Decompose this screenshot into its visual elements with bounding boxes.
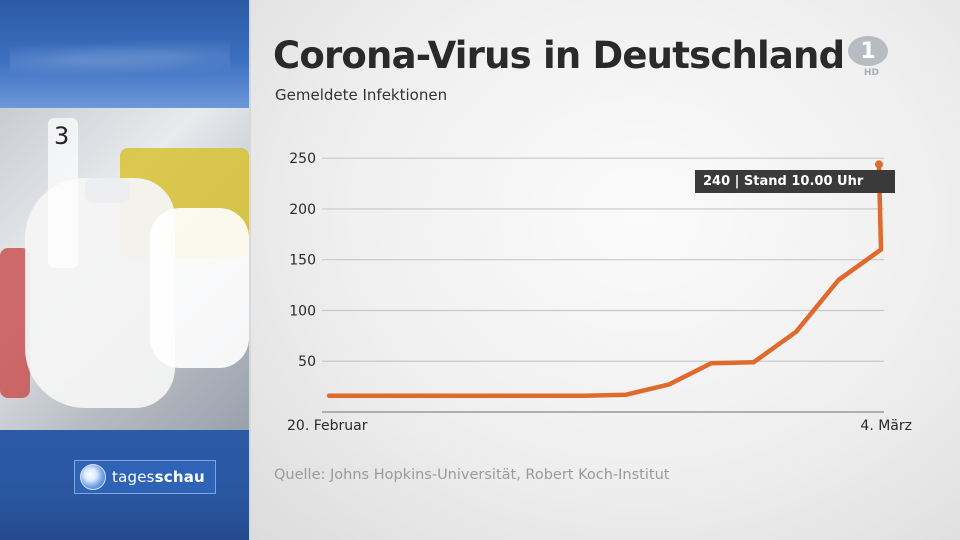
x-tick-label-start: 20. Februar — [287, 418, 368, 434]
hd-label: HD — [864, 68, 880, 78]
logo-text-light: tages — [112, 468, 155, 486]
y-tick-label-50: 50 — [298, 354, 316, 370]
chart-subtitle: Gemeldete Infektionen — [275, 86, 448, 104]
logo-text-bold: schau — [154, 468, 205, 486]
y-tick-label-150: 150 — [289, 253, 316, 269]
series-line — [326, 166, 884, 399]
tagesschau-wordmark: tagesschau — [112, 468, 205, 486]
ard-one-icon: 1 — [848, 36, 888, 66]
end-point-marker — [875, 160, 883, 169]
y-tick-label-100: 100 — [289, 303, 316, 319]
tagesschau-globe-icon — [80, 464, 106, 490]
test-tube-label: 3 — [54, 122, 70, 150]
test-tube — [48, 118, 78, 268]
tagesschau-logo: tagesschau — [74, 460, 216, 494]
chart-title: Corona-Virus in Deutschland — [273, 34, 845, 77]
left-photo-panel: 3 tagesschau — [0, 0, 249, 540]
ard-channel-logo: 1 HD — [848, 36, 898, 82]
chart-panel — [249, 0, 960, 540]
world-map-band — [0, 0, 249, 108]
x-tick-label-end: 4. März — [860, 418, 912, 434]
y-tick-label-250: 250 — [289, 151, 316, 167]
y-tick-label-200: 200 — [289, 202, 316, 218]
photo-sleeve — [150, 208, 249, 368]
chart-source: Quelle: Johns Hopkins-Universität, Rober… — [274, 467, 670, 483]
lab-photo: 3 — [0, 108, 249, 430]
latest-value-annotation: 240 | Stand 10.00 Uhr — [695, 170, 895, 193]
